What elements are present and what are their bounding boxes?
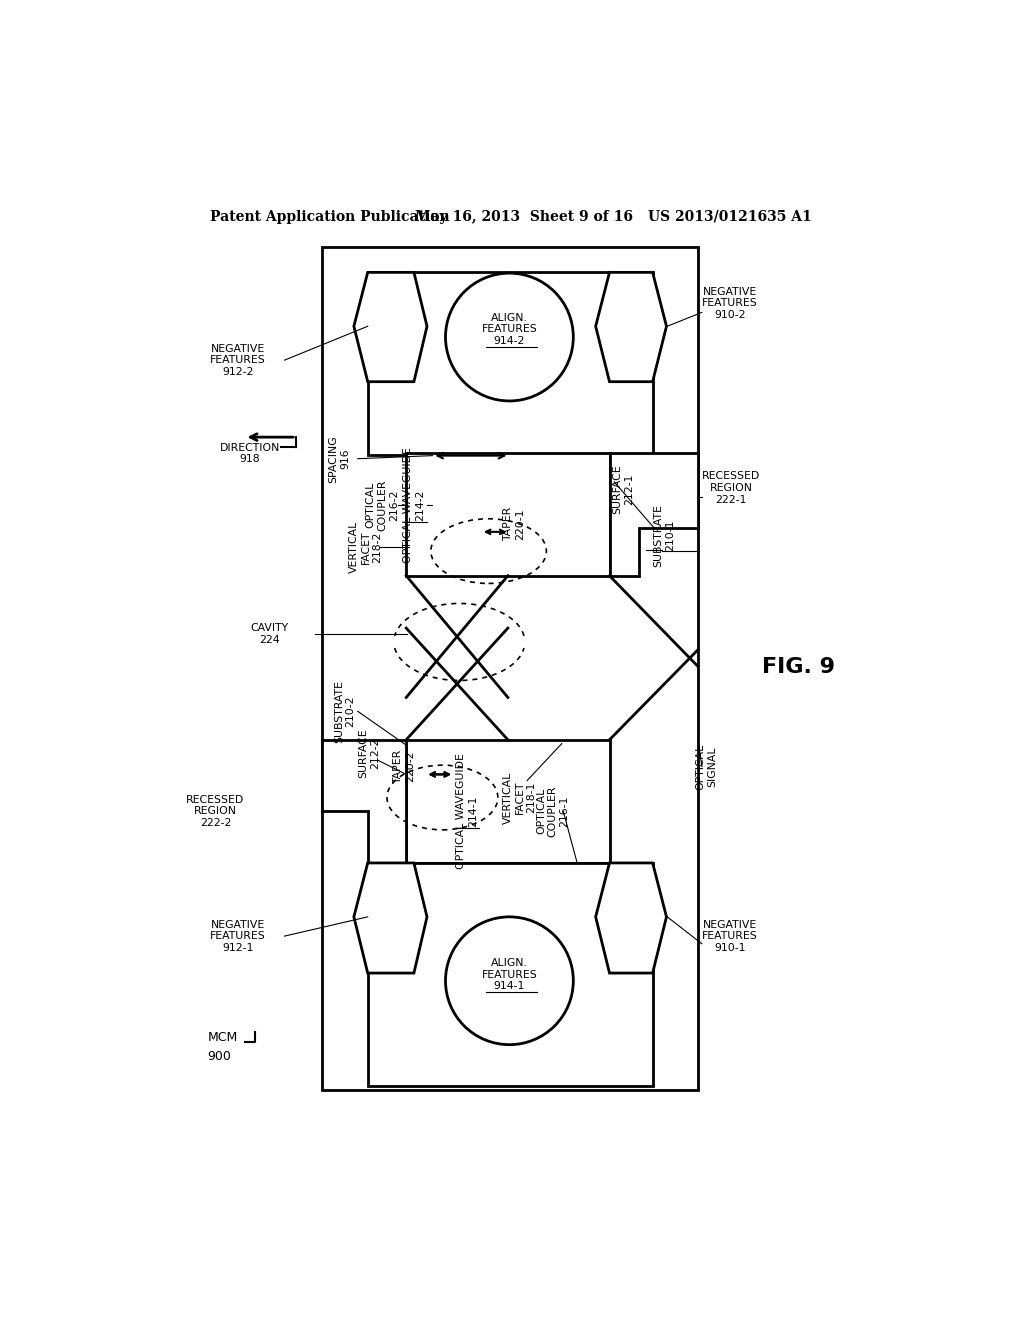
Text: NEGATIVE
FEATURES
910-2: NEGATIVE FEATURES 910-2: [701, 286, 758, 319]
Bar: [322, 247, 698, 1090]
Text: OPTICAL WAVEGUIDE
214-2: OPTICAL WAVEGUIDE 214-2: [403, 447, 425, 562]
Text: SURFACE
212-1: SURFACE 212-1: [612, 465, 634, 515]
Text: TAPER
220-1: TAPER 220-1: [503, 507, 525, 541]
Text: TAPER
220-2: TAPER 220-2: [393, 750, 415, 784]
Text: MCM: MCM: [208, 1031, 238, 1044]
Circle shape: [445, 273, 573, 401]
Text: 900: 900: [208, 1051, 231, 1063]
Text: VERTICAL
FACET
218-1: VERTICAL FACET 218-1: [503, 771, 536, 824]
Text: US 2013/0121635 A1: US 2013/0121635 A1: [648, 210, 812, 224]
Text: VERTICAL
FACET
218-2: VERTICAL FACET 218-2: [349, 521, 382, 573]
Text: OPTICAL WAVEGUIDE
214-1: OPTICAL WAVEGUIDE 214-1: [457, 754, 478, 870]
Polygon shape: [354, 863, 427, 973]
Text: SUBSTRATE
210-2: SUBSTRATE 210-2: [334, 680, 355, 743]
Text: SURFACE
212-2: SURFACE 212-2: [358, 729, 380, 777]
Text: RECESSED
REGION
222-1: RECESSED REGION 222-1: [701, 471, 760, 504]
Text: May 16, 2013  Sheet 9 of 16: May 16, 2013 Sheet 9 of 16: [416, 210, 634, 224]
Bar: [368, 863, 652, 1086]
Bar: [407, 739, 609, 863]
Polygon shape: [322, 739, 407, 863]
Text: ALIGN.
FEATURES
914-2: ALIGN. FEATURES 914-2: [481, 313, 538, 346]
Text: ALIGN.
FEATURES
914-1: ALIGN. FEATURES 914-1: [481, 958, 538, 991]
Bar: [368, 272, 652, 455]
Text: NEGATIVE
FEATURES
912-1: NEGATIVE FEATURES 912-1: [210, 920, 265, 953]
Polygon shape: [596, 272, 667, 381]
Text: Patent Application Publication: Patent Application Publication: [210, 210, 450, 224]
Text: OPTICAL
COUPLER
216-1: OPTICAL COUPLER 216-1: [536, 785, 569, 837]
Polygon shape: [609, 453, 698, 576]
Polygon shape: [354, 272, 427, 381]
Text: DIRECTION
918: DIRECTION 918: [220, 442, 281, 465]
Text: FIG. 9: FIG. 9: [762, 656, 835, 677]
Text: SPACING
916: SPACING 916: [329, 434, 350, 483]
Circle shape: [445, 917, 573, 1044]
Text: OPTICAL
SIGNAL: OPTICAL SIGNAL: [695, 743, 718, 789]
Text: NEGATIVE
FEATURES
910-1: NEGATIVE FEATURES 910-1: [701, 920, 758, 953]
Text: RECESSED
REGION
222-2: RECESSED REGION 222-2: [186, 795, 245, 828]
Text: OPTICAL
COUPLER
216-2: OPTICAL COUPLER 216-2: [366, 479, 399, 531]
Bar: [407, 453, 609, 576]
Text: NEGATIVE
FEATURES
912-2: NEGATIVE FEATURES 912-2: [210, 343, 265, 376]
Text: SUBSTRATE
210-1: SUBSTRATE 210-1: [653, 504, 675, 568]
Polygon shape: [596, 863, 667, 973]
Text: CAVITY
224: CAVITY 224: [250, 623, 289, 645]
